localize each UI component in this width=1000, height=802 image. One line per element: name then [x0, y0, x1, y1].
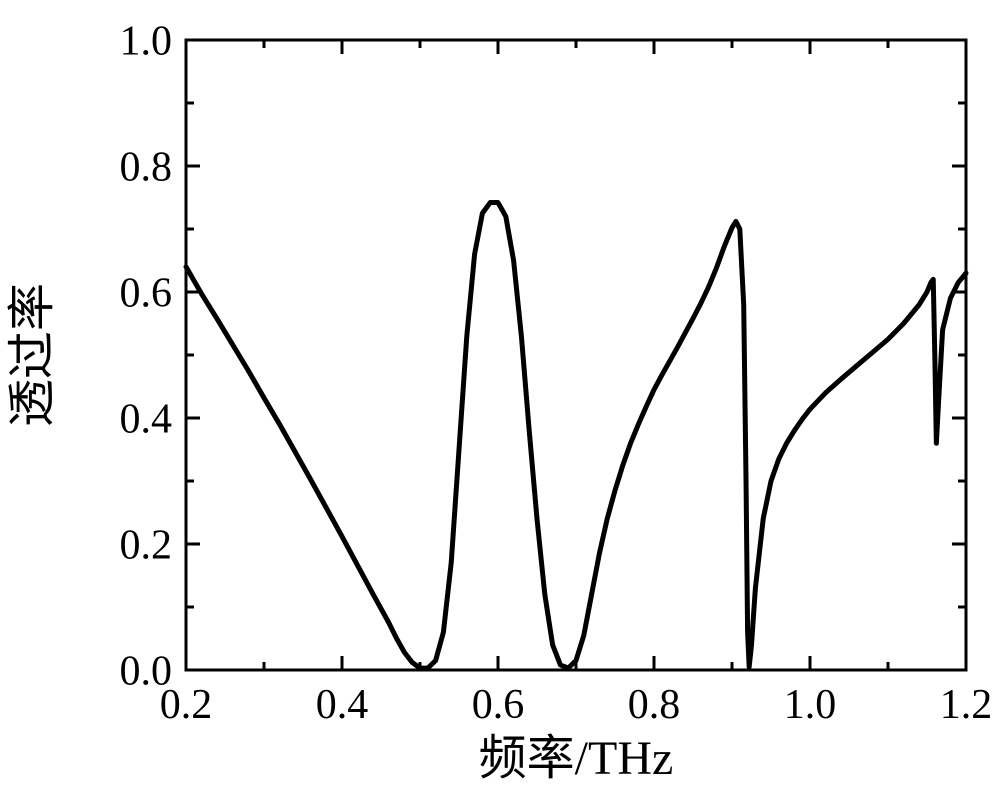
x-tick-label: 0.6: [472, 682, 525, 728]
y-tick-label: 0.6: [120, 271, 173, 317]
y-tick-label: 0.8: [120, 145, 173, 191]
plot-frame: [186, 40, 966, 670]
y-tick-label: 0.0: [120, 649, 173, 695]
transmittance-curve: [186, 203, 966, 669]
y-tick-label: 1.0: [120, 19, 173, 65]
x-tick-label: 0.4: [316, 682, 369, 728]
x-tick-label: 0.8: [628, 682, 681, 728]
x-tick-label: 1.0: [784, 682, 837, 728]
x-axis-label: 频率/THz: [479, 732, 674, 785]
y-axis-label: 透过率: [6, 283, 59, 427]
y-tick-label: 0.2: [120, 523, 173, 569]
x-tick-label: 1.2: [940, 682, 993, 728]
chart-container: 0.20.40.60.81.01.20.00.20.40.60.81.0频率/T…: [0, 0, 1000, 802]
line-chart: 0.20.40.60.81.01.20.00.20.40.60.81.0频率/T…: [0, 0, 1000, 802]
y-tick-label: 0.4: [120, 397, 173, 443]
